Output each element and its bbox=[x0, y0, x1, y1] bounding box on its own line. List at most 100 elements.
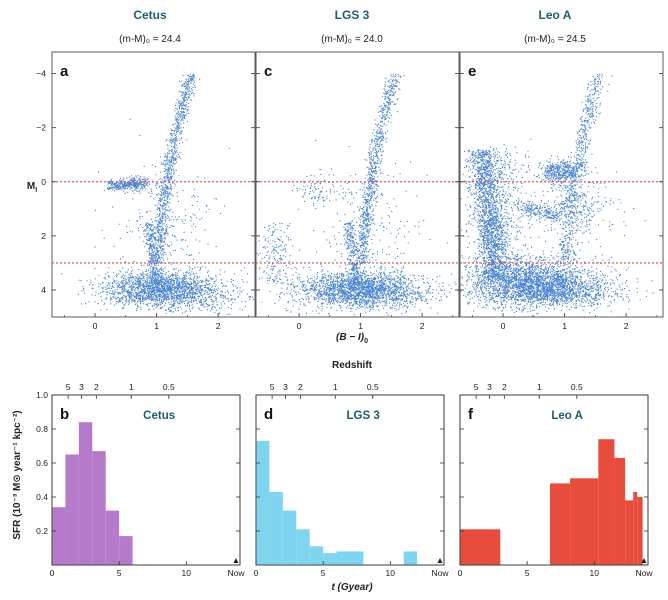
x-tick-label: 0 bbox=[458, 568, 463, 578]
cmd-x-axis-label: (B − I)0 bbox=[336, 332, 368, 345]
sfr-bar bbox=[633, 491, 638, 565]
sfr-bar bbox=[119, 536, 133, 565]
cmd-panel-cetus: 0 1 2 −4 −2 0 2 4 a bbox=[36, 51, 256, 331]
sfr-x-axis-label: t (Gyear) bbox=[331, 582, 373, 593]
x-tick-label: 1 bbox=[358, 321, 363, 331]
sfr-bar bbox=[625, 500, 634, 565]
now-label: Now bbox=[431, 568, 449, 578]
y-tick-label: 2 bbox=[41, 231, 46, 241]
sfr-bar bbox=[282, 510, 297, 565]
sfr-bar bbox=[52, 507, 66, 565]
distance-modulus-leoa: (m-M)₀ = 24.5 bbox=[524, 34, 586, 45]
y-tick-label: 0.2 bbox=[36, 526, 48, 536]
sfr-bar bbox=[105, 510, 120, 565]
redshift-tick-label: 5 bbox=[66, 382, 71, 392]
redshift-tick-label: 0.5 bbox=[367, 382, 379, 392]
panel-letter: c bbox=[264, 63, 272, 80]
cmd-points bbox=[256, 74, 459, 317]
x-tick-label: 10 bbox=[590, 568, 600, 578]
cmd-y-axis-label: MI bbox=[27, 181, 37, 194]
cmd-title-leoa: Leo A bbox=[539, 8, 572, 22]
redshift-tick-label: 1 bbox=[129, 382, 134, 392]
plot-frame-overlay bbox=[459, 394, 649, 566]
redshift-tick-label: 2 bbox=[94, 382, 99, 392]
distance-modulus-lgs3: (m-M)₀ = 24.0 bbox=[321, 34, 383, 45]
redshift-tick-label: 3 bbox=[283, 382, 288, 392]
redshift-tick-label: 1 bbox=[333, 382, 338, 392]
plot-frame-overlay bbox=[255, 394, 445, 566]
panel-letter: e bbox=[468, 63, 476, 80]
y-tick-label: 0.4 bbox=[36, 492, 48, 502]
panel-galaxy-name: LGS 3 bbox=[347, 410, 380, 422]
x-tick-label: 0 bbox=[297, 321, 302, 331]
redshift-tick-label: 5 bbox=[270, 382, 275, 392]
now-marker bbox=[641, 558, 647, 563]
sfr-y-axis-label: SFR (10⁻³ M⊙ year⁻¹ kpc⁻²) bbox=[12, 410, 23, 539]
redshift-tick-label: 2 bbox=[502, 382, 507, 392]
now-marker bbox=[233, 558, 239, 563]
sfr-bar bbox=[403, 551, 418, 565]
panel-letter: b bbox=[60, 406, 69, 423]
sfr-bar bbox=[269, 491, 283, 565]
x-tick-label: 2 bbox=[624, 321, 629, 331]
now-marker bbox=[437, 558, 443, 563]
cmd-title-lgs3: LGS 3 bbox=[335, 8, 370, 22]
distance-modulus-cetus: (m-M)₀ = 24.4 bbox=[119, 34, 181, 45]
sfr-bar bbox=[65, 454, 79, 565]
cmd-points bbox=[460, 73, 654, 319]
now-label: Now bbox=[635, 568, 653, 578]
sfr-bar bbox=[460, 529, 501, 565]
redshift-tick-label: 3 bbox=[79, 382, 84, 392]
sfr-bar bbox=[598, 439, 615, 565]
y-tick-label: 0.6 bbox=[36, 458, 48, 468]
sfr-bar bbox=[637, 497, 643, 565]
sfr-bar bbox=[296, 529, 310, 565]
redshift-tick-label: 1 bbox=[537, 382, 542, 392]
y-tick-label: 0.8 bbox=[36, 424, 48, 434]
x-tick-label: 10 bbox=[182, 568, 192, 578]
sfr-bar bbox=[78, 422, 93, 565]
x-tick-label: 5 bbox=[117, 568, 122, 578]
y-tick-label: 1.0 bbox=[36, 390, 48, 400]
panel-galaxy-name: Cetus bbox=[143, 410, 175, 422]
panel-letter: f bbox=[468, 406, 474, 423]
cmd-panel-lgs3: 0 1 2 c bbox=[255, 51, 460, 331]
sfr-bar bbox=[350, 551, 364, 565]
x-tick-label: 1 bbox=[154, 321, 159, 331]
now-label: Now bbox=[227, 568, 245, 578]
panel-letter: a bbox=[60, 63, 69, 80]
y-tick-label: 4 bbox=[41, 285, 46, 295]
x-tick-label: 0 bbox=[501, 321, 506, 331]
sfr-bar bbox=[549, 483, 571, 565]
y-tick-label: −4 bbox=[36, 69, 46, 79]
panel-galaxy-name: Leo A bbox=[551, 410, 583, 422]
sfr-bar bbox=[336, 551, 350, 565]
redshift-tick-label: 2 bbox=[298, 382, 303, 392]
x-tick-label: 5 bbox=[525, 568, 530, 578]
x-tick-label: 10 bbox=[386, 568, 396, 578]
redshift-tick-label: 3 bbox=[487, 382, 492, 392]
x-tick-label: 1 bbox=[562, 321, 567, 331]
x-tick-label: 5 bbox=[321, 568, 326, 578]
panel-letter: d bbox=[264, 406, 273, 423]
redshift-tick-label: 0.5 bbox=[163, 382, 175, 392]
x-tick-label: 0 bbox=[254, 568, 259, 578]
sfr-bar bbox=[92, 451, 106, 565]
redshift-axis-label: Redshift bbox=[332, 360, 373, 371]
x-tick-label: 0 bbox=[50, 568, 55, 578]
redshift-tick-label: 0.5 bbox=[571, 382, 583, 392]
cmd-panel-leoa: 0 1 2 e bbox=[459, 51, 664, 331]
redshift-tick-label: 5 bbox=[474, 382, 479, 392]
sfr-bar bbox=[256, 440, 270, 565]
sfr-bar bbox=[570, 478, 599, 565]
cmd-title-cetus: Cetus bbox=[133, 8, 167, 22]
sfr-bar bbox=[323, 553, 337, 565]
x-tick-label: 2 bbox=[216, 321, 221, 331]
y-tick-label: −2 bbox=[36, 123, 46, 133]
plot-frame-overlay bbox=[51, 394, 241, 566]
y-tick-label: 0 bbox=[41, 177, 46, 187]
